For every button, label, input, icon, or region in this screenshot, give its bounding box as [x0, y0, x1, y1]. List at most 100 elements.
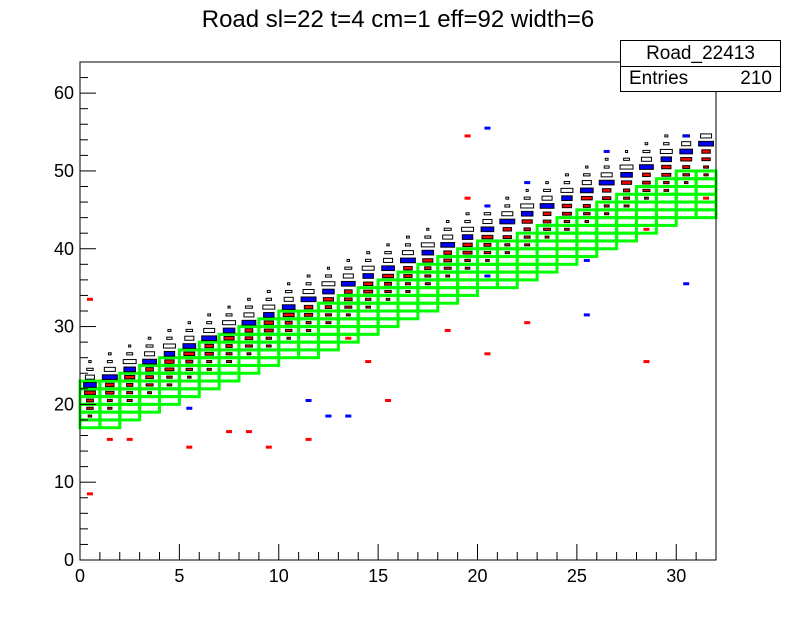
histogram-box: [424, 235, 432, 239]
histogram-box: [561, 203, 573, 209]
y-tick-label: 30: [54, 317, 74, 337]
histogram-box: [560, 187, 574, 193]
histogram-box: [481, 234, 494, 240]
histogram-box: [87, 414, 93, 418]
histogram-box: [445, 274, 451, 278]
x-tick-label: 0: [75, 566, 85, 586]
histogram-box: [241, 319, 257, 326]
y-tick-label: 60: [54, 83, 74, 103]
histogram-box: [86, 406, 94, 410]
histogram-box: [204, 343, 214, 349]
histogram-box: [603, 204, 610, 208]
histogram-box: [244, 328, 254, 333]
histogram-box: [405, 290, 411, 294]
histogram-box: [420, 242, 435, 248]
histogram-box: [521, 219, 533, 224]
histogram-box: [541, 195, 553, 201]
histogram-box: [579, 187, 594, 194]
histogram-box: [287, 282, 291, 286]
histogram-box: [623, 157, 631, 161]
histogram-box: [385, 297, 391, 301]
histogram-box: [405, 282, 411, 286]
histogram-box: [263, 312, 275, 318]
histogram-box: [383, 257, 394, 263]
red-point: [703, 196, 710, 200]
red-point: [643, 360, 650, 364]
histogram-box: [384, 289, 392, 294]
histogram-box: [462, 250, 473, 255]
histogram-box: [663, 142, 670, 146]
histogram-box: [580, 195, 593, 201]
histogram-box: [539, 203, 555, 209]
histogram-box: [622, 188, 631, 193]
histogram-box: [163, 350, 176, 357]
histogram-box: [698, 140, 715, 147]
histogram-box: [284, 320, 293, 325]
histogram-box: [644, 142, 649, 146]
histogram-box: [203, 327, 216, 333]
histogram-box: [222, 320, 237, 326]
histogram-box: [362, 273, 374, 279]
histogram-box: [483, 212, 492, 216]
blue-point: [325, 414, 332, 418]
blue-point: [484, 204, 491, 208]
stats-entries-value: 210: [740, 68, 772, 89]
histogram-box: [204, 351, 214, 356]
histogram-box: [344, 266, 353, 270]
red-point: [484, 352, 491, 356]
histogram-box: [227, 305, 231, 309]
histogram-box: [542, 211, 552, 216]
histogram-box: [243, 312, 255, 318]
histogram-box: [84, 374, 95, 380]
histogram-box: [621, 180, 633, 185]
histogram-box: [682, 165, 691, 169]
red-point: [226, 430, 233, 434]
histogram-box: [83, 390, 96, 395]
histogram-box: [640, 156, 652, 162]
histogram-box: [326, 266, 330, 270]
histogram-box: [265, 336, 273, 340]
histogram-box: [480, 226, 495, 233]
histogram-box: [581, 180, 592, 186]
histogram-box: [322, 297, 334, 302]
histogram-box: [663, 188, 670, 192]
histogram-box: [639, 164, 654, 170]
histogram-box: [382, 273, 395, 279]
histogram-box: [603, 165, 610, 169]
histogram-box: [504, 204, 511, 208]
histogram-box: [681, 141, 692, 147]
histogram-box: [185, 359, 194, 364]
histogram-box: [126, 391, 134, 395]
histogram-box: [206, 359, 213, 364]
histogram-box: [167, 328, 172, 332]
histogram-box: [543, 188, 552, 192]
histogram-box: [564, 227, 570, 231]
red-point: [444, 328, 451, 332]
y-tick-label: 20: [54, 394, 74, 414]
histogram-box: [443, 266, 452, 270]
histogram-box: [525, 188, 529, 192]
road-bins: [78, 169, 718, 430]
histogram-box: [504, 243, 511, 247]
blue-point: [524, 181, 531, 185]
histogram-box: [105, 382, 115, 388]
histogram-box: [401, 250, 414, 256]
histogram-box: [187, 375, 192, 379]
red-point: [464, 196, 471, 200]
histogram-box: [145, 383, 154, 387]
histogram-box: [325, 321, 332, 325]
histogram-box: [623, 204, 630, 208]
histogram-box: [105, 390, 115, 395]
histogram-box: [265, 297, 273, 301]
y-tick-label: 0: [64, 550, 74, 570]
histogram-box: [306, 274, 311, 278]
histogram-box: [501, 211, 514, 217]
histogram-box: [226, 360, 233, 364]
red-point: [305, 437, 312, 441]
y-tick-label: 50: [54, 161, 74, 181]
histogram-box: [703, 165, 709, 169]
histogram-box: [145, 375, 154, 380]
histogram-box: [324, 313, 332, 317]
histogram-box: [207, 313, 212, 317]
blue-point: [683, 134, 690, 138]
